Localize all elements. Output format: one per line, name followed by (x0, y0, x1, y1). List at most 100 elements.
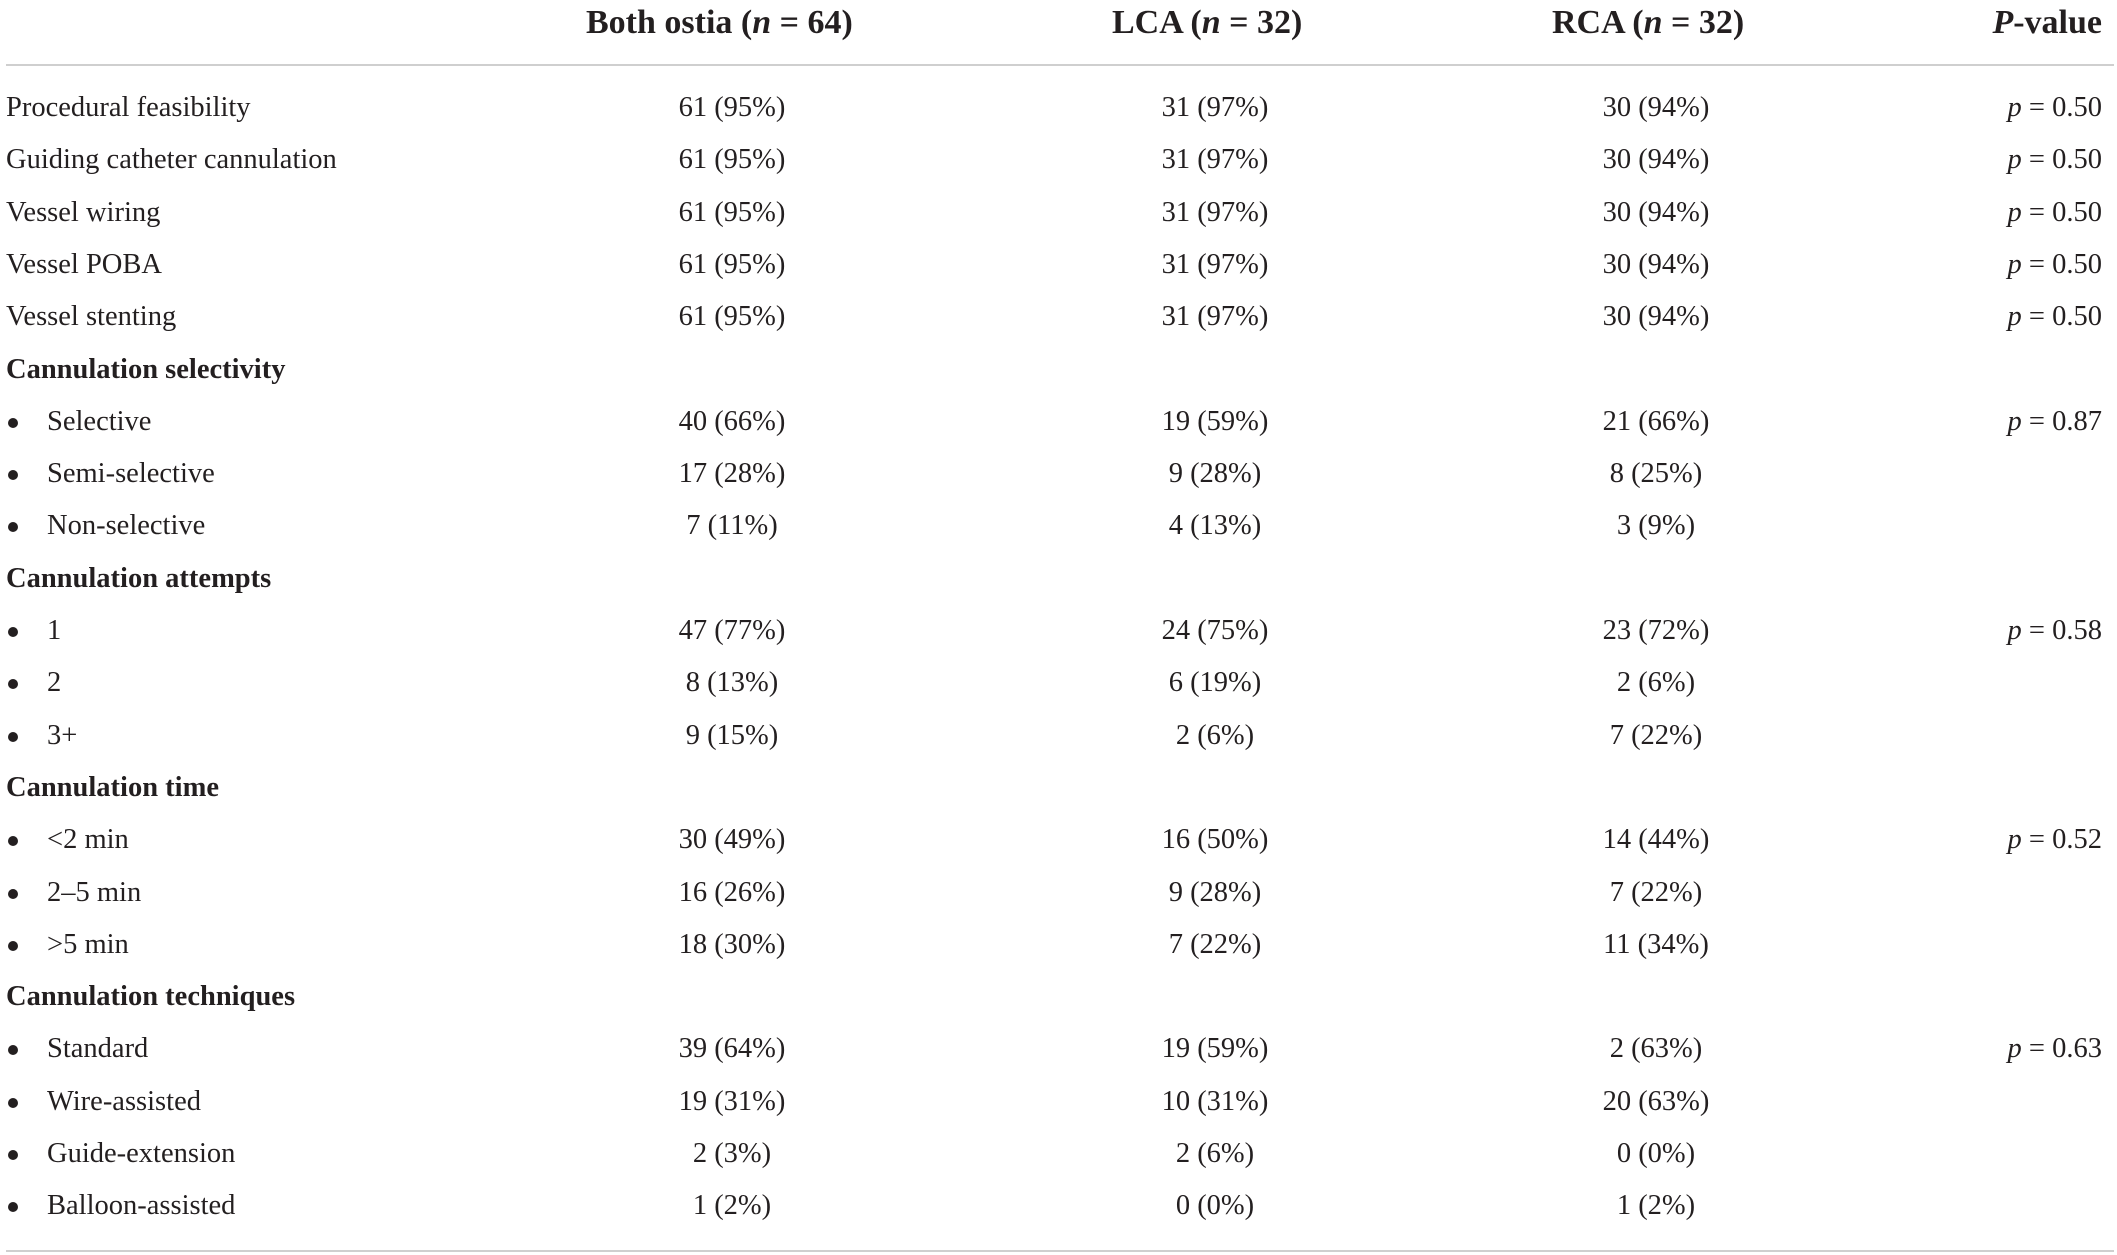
cell-rca: 2 (6%) (1616, 667, 1696, 699)
header-lca-n: n (1201, 4, 1221, 41)
header-divider (6, 64, 2114, 66)
p-number: = 0.50 (2021, 248, 2102, 280)
cell-both-ostia: 61 (95%) (678, 248, 786, 280)
cell-p-value: p = 0.50 (2008, 82, 2102, 134)
bullet-icon (8, 1202, 18, 1213)
cell-p-value: p = 0.50 (2008, 134, 2102, 186)
header-both-text: Both ostia ( (586, 4, 753, 41)
cell-p-value: p = 0.50 (2008, 187, 2102, 239)
cell-lca: 2 (6%) (1175, 1138, 1255, 1169)
header-p-value: P-value (1992, 2, 2102, 44)
row-label: Standard (47, 1033, 149, 1065)
header-p-symbol: P (1992, 4, 2014, 41)
cell-both-ostia: 8 (13%) (685, 667, 779, 699)
header-both-rest: = 64) (771, 4, 853, 41)
p-symbol: p (2007, 301, 2022, 333)
header-lca-text: LCA ( (1112, 4, 1202, 41)
row-label: Non-selective (47, 510, 206, 542)
cell-both-ostia: 30 (49%) (678, 824, 786, 856)
row-label: Vessel POBA (6, 248, 162, 280)
p-symbol: p (2007, 824, 2022, 856)
bullet-icon (8, 470, 18, 481)
p-number: = 0.50 (2021, 196, 2102, 228)
table-row: Wire-assisted 19 (31%) 10 (31%) 20 (63%) (0, 1076, 2117, 1128)
cell-lca: 19 (59%) (1161, 405, 1269, 437)
cell-both-ostia: 18 (30%) (678, 928, 786, 960)
section-label: Cannulation time (6, 771, 219, 803)
cell-both-ostia: 19 (31%) (678, 1085, 786, 1117)
cell-both-ostia: 1 (2%) (692, 1190, 772, 1222)
cell-p-value: p = 0.50 (2008, 291, 2102, 343)
cell-both-ostia: 61 (95%) (678, 144, 786, 176)
cell-rca: 30 (94%) (1602, 196, 1710, 228)
header-rca-rest: = 32) (1662, 4, 1745, 41)
table-row: Selective 40 (66%) 19 (59%) 21 (66%) p = 0.8… (0, 396, 2117, 448)
cell-rca: 23 (72%) (1602, 615, 1710, 646)
p-symbol: p (2007, 196, 2022, 228)
cell-p-value: p = 0.87 (2008, 396, 2102, 448)
cell-rca: 30 (94%) (1602, 248, 1710, 280)
row-label: >5 min (47, 928, 129, 960)
cell-p-value: p = 0.58 (2008, 605, 2102, 657)
cell-rca: 7 (22%) (1609, 719, 1703, 751)
header-lca-rest: = 32) (1220, 4, 1303, 41)
cell-both-ostia: 2 (3%) (692, 1138, 772, 1169)
table-row: Semi-selective 17 (28%) 9 (28%) 8 (25%) (0, 448, 2117, 500)
cell-rca: 30 (94%) (1602, 92, 1710, 123)
p-number: = 0.50 (2021, 301, 2102, 333)
table-row: Vessel wiring 61 (95%) 31 (97%) 30 (94%) p =… (0, 187, 2117, 239)
section-row: Cannulation attempts (0, 553, 2117, 605)
cell-lca: 7 (22%) (1168, 928, 1262, 960)
bullet-icon (8, 1045, 18, 1056)
cell-rca: 30 (94%) (1602, 301, 1710, 333)
cell-p-value: p = 0.52 (2008, 814, 2102, 866)
bullet-icon (8, 940, 18, 951)
bullet-icon (8, 888, 18, 899)
cell-both-ostia: 61 (95%) (678, 92, 786, 123)
p-number: = 0.58 (2021, 615, 2102, 646)
header-rca-text: RCA ( (1552, 4, 1644, 41)
cell-both-ostia: 7 (11%) (686, 510, 778, 542)
cell-p-value: p = 0.63 (2008, 1023, 2102, 1075)
cell-lca: 24 (75%) (1161, 615, 1269, 646)
table-row: Non-selective 7 (11%) 4 (13%) 3 (9%) (0, 500, 2117, 552)
cell-rca: 0 (0%) (1616, 1138, 1696, 1169)
cell-both-ostia: 47 (77%) (678, 615, 786, 646)
cell-both-ostia: 61 (95%) (678, 301, 786, 333)
row-label: 2 (47, 667, 62, 699)
row-label: Selective (47, 405, 152, 437)
header-p-rest: -value (2013, 4, 2102, 41)
cell-lca: 31 (97%) (1161, 144, 1269, 176)
cell-rca: 30 (94%) (1602, 144, 1710, 176)
row-label: Vessel stenting (6, 301, 177, 333)
cell-lca: 31 (97%) (1161, 92, 1269, 123)
cell-rca: 2 (63%) (1609, 1033, 1703, 1065)
table-row: Guide-extension 2 (3%) 2 (6%) 0 (0%) (0, 1128, 2117, 1180)
header-both-ostia: Both ostia (n = 64) (586, 2, 853, 44)
row-label: Vessel wiring (6, 196, 161, 228)
p-symbol: p (2007, 144, 2022, 176)
cell-lca: 9 (28%) (1168, 876, 1262, 908)
p-number: = 0.50 (2021, 144, 2102, 176)
row-label: 1 (47, 615, 62, 646)
section-row: Cannulation time (0, 762, 2117, 814)
table-row: Guiding catheter cannulation 61 (95%) 31 (… (0, 134, 2117, 186)
row-label: Procedural feasibility (6, 92, 251, 123)
header-rca-n: n (1643, 4, 1663, 41)
bullet-icon (8, 522, 18, 533)
row-label: Balloon-assisted (47, 1190, 236, 1222)
cell-lca: 16 (50%) (1161, 824, 1269, 856)
row-label: Guiding catheter cannulation (6, 144, 337, 176)
table-row: 3+ 9 (15%) 2 (6%) 7 (22%) (0, 710, 2117, 762)
table-row: 1 47 (77%) 24 (75%) 23 (72%) p = 0.58 (0, 605, 2117, 657)
cell-lca: 31 (97%) (1161, 196, 1269, 228)
table-row: Balloon-assisted 1 (2%) 0 (0%) 1 (2%) (0, 1180, 2117, 1232)
cell-rca: 8 (25%) (1609, 458, 1703, 490)
cell-rca: 3 (9%) (1616, 510, 1696, 542)
header-both-n: n (752, 4, 772, 41)
header-lca: LCA (n = 32) (1112, 2, 1302, 44)
bullet-icon (8, 679, 18, 690)
p-symbol: p (2007, 405, 2022, 437)
cell-p-value: p = 0.50 (2008, 239, 2102, 291)
cell-lca: 31 (97%) (1161, 301, 1269, 333)
